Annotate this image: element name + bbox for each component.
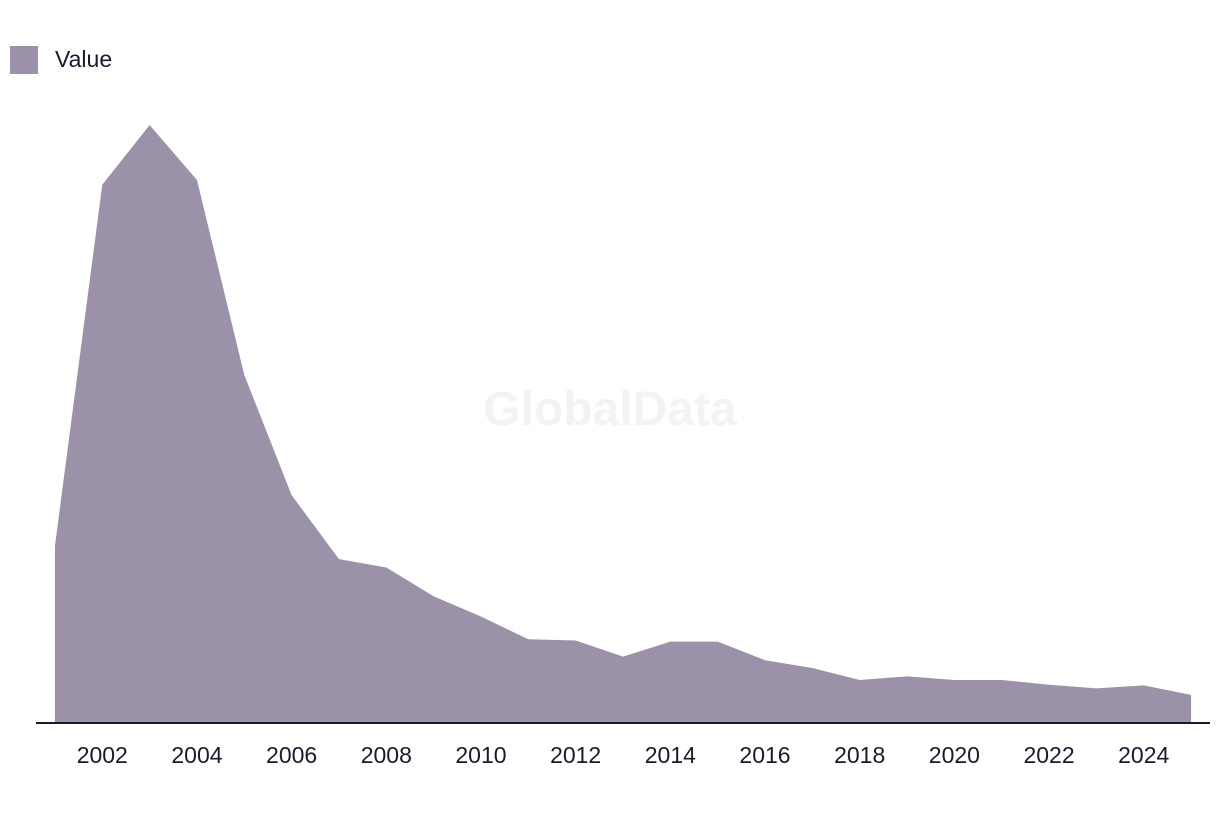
series-area-layer [54, 125, 1192, 723]
chart-legend: Value [10, 45, 112, 74]
legend-swatch [10, 45, 38, 74]
x-tick-label-2004: 2004 [171, 742, 222, 768]
x-tick-label-2014: 2014 [645, 742, 696, 768]
x-tick-label-2018: 2018 [834, 742, 885, 768]
x-tick-label-2020: 2020 [929, 742, 980, 768]
x-tick-label-2008: 2008 [361, 742, 412, 768]
watermark: GlobalData [483, 383, 737, 436]
legend-label: Value [55, 46, 113, 72]
series-area-value [54, 125, 1192, 723]
x-tick-label-2002: 2002 [77, 742, 128, 768]
x-tick-label-2022: 2022 [1023, 742, 1074, 768]
x-tick-label-2024: 2024 [1118, 742, 1169, 768]
x-tick-label-2010: 2010 [455, 742, 506, 768]
x-tick-label-2006: 2006 [266, 742, 317, 768]
x-tick-label-2016: 2016 [739, 742, 790, 768]
x-tick-labels: 2002 2004 2006 2008 2010 2012 2014 2016 2018 2020… [77, 742, 1170, 768]
x-tick-label-2012: 2012 [550, 742, 601, 768]
